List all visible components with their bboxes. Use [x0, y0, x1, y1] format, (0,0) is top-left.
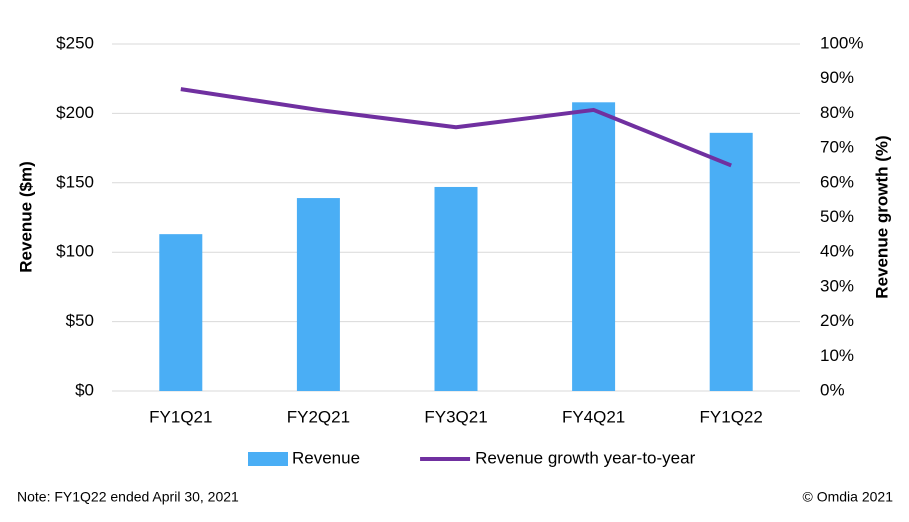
- x-tick-label: FY3Q21: [424, 407, 487, 426]
- y-tick-label: $250: [56, 33, 94, 52]
- y2-tick-label: 0%: [820, 380, 845, 399]
- y2-tick-label: 90%: [820, 68, 854, 87]
- x-tick-label: FY1Q21: [149, 407, 212, 426]
- x-tick-label: FY4Q21: [562, 407, 625, 426]
- y2-tick-label: 20%: [820, 311, 854, 330]
- y-tick-label: $0: [75, 380, 94, 399]
- bar: [572, 102, 616, 392]
- x-tick-label: FY1Q22: [700, 407, 763, 426]
- y2-tick-label: 50%: [820, 207, 854, 226]
- y-tick-label: $200: [56, 103, 94, 122]
- legend-label: Revenue: [292, 448, 360, 467]
- y2-tick-label: 100%: [820, 33, 863, 52]
- x-tick-label: FY2Q21: [287, 407, 350, 426]
- line: [180, 87, 732, 168]
- note: Note: FY1Q22 ended April 30, 2021: [17, 489, 239, 505]
- y2-tick-label: 40%: [820, 242, 854, 261]
- y-tick-label: $50: [66, 311, 94, 330]
- bar: [159, 234, 203, 391]
- y-axis-title: Revenue ($m): [16, 161, 35, 272]
- y2-tick-label: 60%: [820, 172, 854, 191]
- legend-swatch: [248, 452, 288, 466]
- y2-axis-title: Revenue growth (%): [872, 135, 891, 298]
- bar: [296, 198, 340, 391]
- y2-tick-label: 80%: [820, 103, 854, 122]
- y2-tick-label: 70%: [820, 138, 854, 157]
- y-tick-label: $100: [56, 242, 94, 261]
- y2-tick-label: 10%: [820, 346, 854, 365]
- bar: [709, 132, 753, 391]
- bar: [434, 186, 478, 391]
- source: © Omdia 2021: [803, 489, 894, 505]
- y2-tick-label: 30%: [820, 276, 854, 295]
- y-tick-label: $150: [56, 172, 94, 191]
- legend-label: Revenue growth year-to-year: [475, 448, 696, 467]
